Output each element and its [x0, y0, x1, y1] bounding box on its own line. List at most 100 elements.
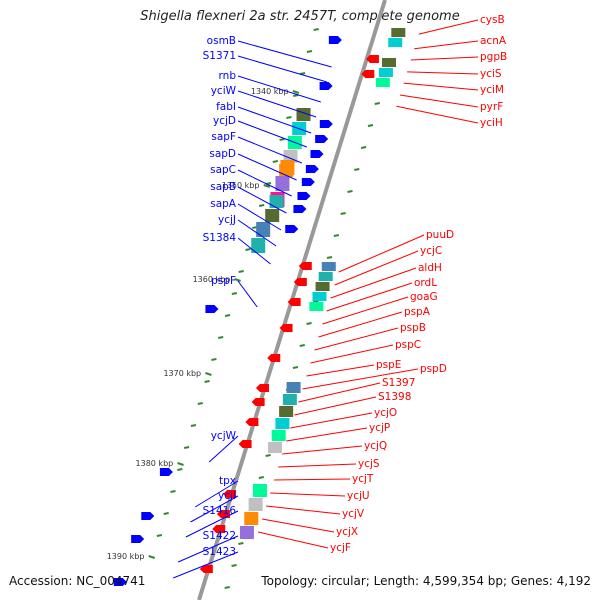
gene-block[interactable] [256, 222, 271, 237]
left-gene-label[interactable]: ycjI [218, 490, 236, 502]
plus-strand-gene[interactable] [159, 468, 173, 476]
left-gene-label[interactable]: sapD [209, 148, 236, 160]
left-gene-label[interactable]: tpx [219, 475, 236, 487]
left-gene-label[interactable]: sapC [210, 164, 236, 176]
plus-strand-gene[interactable] [141, 512, 155, 520]
right-gene-label[interactable]: ycjP [369, 422, 390, 434]
minus-strand-gene[interactable] [251, 398, 265, 406]
gene-block[interactable] [265, 209, 280, 222]
left-gene-label[interactable]: S1371 [203, 50, 236, 62]
gene-block[interactable] [279, 406, 294, 417]
right-gene-label[interactable]: pspA [404, 306, 431, 318]
gene-block[interactable] [275, 176, 290, 191]
plus-strand-gene[interactable] [310, 150, 324, 158]
right-gene-label[interactable]: yciS [480, 68, 502, 80]
left-gene-label[interactable]: ycjJ [218, 214, 236, 226]
gene-block[interactable] [309, 302, 324, 311]
left-gene-label[interactable]: osmB [207, 35, 236, 47]
right-gene-label[interactable]: goaG [410, 291, 438, 303]
minus-strand-gene[interactable] [267, 354, 281, 362]
minus-strand-gene[interactable] [365, 55, 379, 63]
plus-strand-gene[interactable] [305, 165, 319, 173]
left-gene-label[interactable]: pspF [211, 275, 236, 287]
right-gene-label[interactable]: ycjU [347, 490, 370, 502]
gene-block[interactable] [378, 68, 393, 77]
right-gene-label[interactable]: acnA [480, 35, 507, 47]
gene-block[interactable] [271, 430, 286, 441]
plus-strand-gene[interactable] [293, 205, 307, 213]
minus-strand-gene[interactable] [287, 298, 301, 306]
gene-block[interactable] [375, 78, 390, 87]
right-gene-label[interactable]: yciM [480, 84, 504, 96]
gene-block[interactable] [275, 418, 290, 429]
minus-strand-gene[interactable] [279, 324, 293, 332]
right-gene-label[interactable]: pspE [376, 359, 401, 371]
gene-block[interactable] [251, 238, 266, 253]
right-gene-label[interactable]: ycjQ [364, 440, 387, 452]
minus-strand-gene[interactable] [223, 490, 237, 498]
gene-block[interactable] [282, 394, 297, 405]
right-gene-label[interactable]: ordL [414, 277, 437, 289]
plus-strand-gene[interactable] [328, 36, 342, 44]
right-gene-label[interactable]: pyrF [480, 101, 503, 113]
left-gene-label[interactable]: S1416 [203, 505, 237, 517]
left-gene-label[interactable]: rnb [219, 70, 237, 82]
left-gene-label[interactable]: sapB [210, 181, 236, 193]
minus-strand-gene[interactable] [199, 565, 213, 573]
minus-strand-gene[interactable] [212, 525, 226, 533]
right-gene-label[interactable]: pspB [400, 322, 426, 334]
left-gene-label[interactable]: yciW [211, 85, 237, 97]
plus-strand-gene[interactable] [205, 305, 219, 313]
plus-strand-gene[interactable] [131, 535, 145, 543]
right-gene-label[interactable]: ycjX [336, 526, 358, 538]
gene-block[interactable] [318, 272, 333, 281]
plus-strand-gene[interactable] [285, 225, 299, 233]
gene-block[interactable] [315, 282, 330, 291]
minus-strand-gene[interactable] [361, 70, 375, 78]
left-gene-label[interactable]: fabI [216, 101, 236, 113]
plus-strand-gene[interactable] [315, 135, 329, 143]
gene-block[interactable] [286, 382, 301, 393]
left-gene-label[interactable]: ycjD [213, 115, 236, 127]
gene-block[interactable] [391, 28, 406, 37]
plus-strand-gene[interactable] [113, 578, 127, 586]
right-gene-label[interactable]: ycjV [342, 508, 365, 520]
plus-strand-gene[interactable] [319, 120, 333, 128]
left-gene-label[interactable]: S1384 [203, 232, 237, 244]
gene-block[interactable] [252, 484, 267, 497]
gene-block[interactable] [388, 38, 403, 47]
right-gene-label[interactable]: ycjS [358, 458, 380, 470]
right-gene-label[interactable]: ycjC [420, 245, 442, 257]
minus-strand-gene[interactable] [293, 278, 307, 286]
left-gene-label[interactable]: S1423 [203, 546, 236, 558]
right-gene-label[interactable]: ycjT [352, 473, 374, 485]
plus-strand-gene[interactable] [297, 192, 311, 200]
right-gene-label[interactable]: yciH [480, 117, 503, 129]
right-gene-label[interactable]: aldH [418, 262, 442, 274]
gene-block[interactable] [280, 160, 295, 175]
right-gene-label[interactable]: pspC [395, 339, 421, 351]
minus-strand-gene[interactable] [255, 384, 269, 392]
gene-block[interactable] [321, 262, 336, 271]
right-gene-label[interactable]: S1398 [378, 391, 411, 403]
gene-block[interactable] [382, 58, 397, 67]
minus-strand-gene[interactable] [245, 418, 259, 426]
right-gene-label[interactable]: pspD [420, 363, 447, 375]
right-gene-label[interactable]: ycjO [374, 407, 397, 419]
minus-strand-gene[interactable] [216, 510, 230, 518]
gene-block[interactable] [267, 442, 282, 453]
right-gene-label[interactable]: pgpB [480, 51, 507, 63]
gene-block[interactable] [269, 195, 284, 208]
left-gene-label[interactable]: sapA [210, 198, 237, 210]
gene-block[interactable] [239, 526, 254, 539]
gene-block[interactable] [312, 292, 327, 301]
left-gene-label[interactable]: sapF [211, 131, 236, 143]
plus-strand-gene[interactable] [301, 178, 315, 186]
right-gene-label[interactable]: ycjF [330, 542, 351, 554]
minus-strand-gene[interactable] [238, 440, 252, 448]
left-gene-label[interactable]: ycjW [211, 430, 237, 442]
plus-strand-gene[interactable] [319, 82, 333, 90]
right-gene-label[interactable]: cysB [480, 14, 505, 26]
left-gene-label[interactable]: S1422 [203, 530, 236, 542]
